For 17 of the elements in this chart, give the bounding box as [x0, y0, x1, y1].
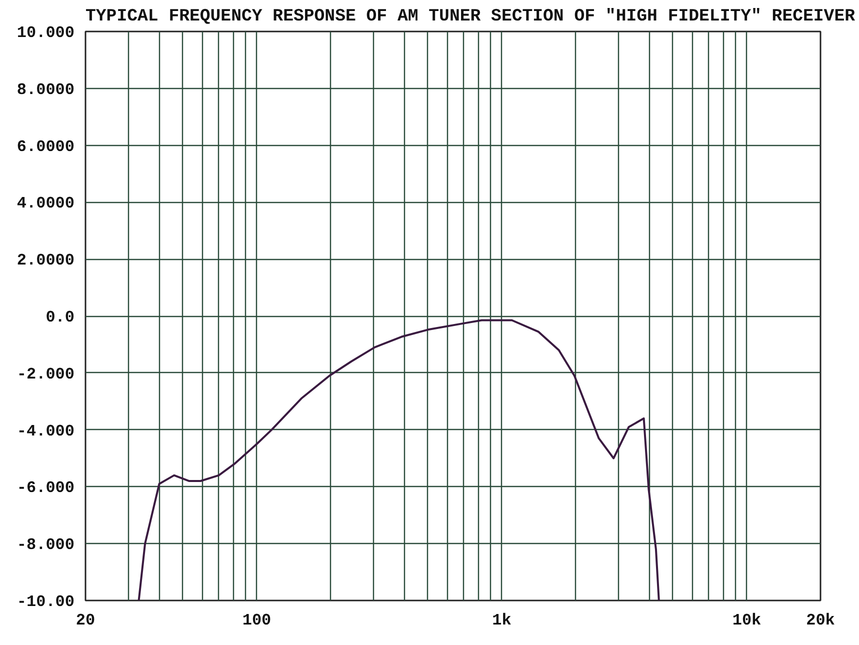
x-tick-label: 20	[76, 612, 96, 630]
x-tick-label: 20k	[806, 612, 836, 630]
y-tick-label: -4.000	[16, 422, 74, 440]
y-tick-label: -10.00	[16, 593, 74, 611]
x-tick-label: 100	[242, 612, 272, 630]
x-tick-label: 1k	[492, 612, 512, 630]
y-tick-label: 0.0	[46, 308, 75, 326]
y-tick-label: 6.0000	[16, 138, 74, 156]
y-tick-label: -6.000	[16, 479, 74, 498]
y-tick-label: -2.000	[16, 365, 74, 384]
chart-title: TYPICAL FREQUENCY RESPONSE OF AM TUNER SECTION OF "HIGH FIDELITY" RECEIVER	[86, 8, 856, 26]
y-tick-label: -8.000	[16, 536, 74, 554]
y-tick-label: 2.0000	[16, 252, 74, 270]
x-tick-label: 10k	[732, 612, 762, 630]
y-tick-label: 10.000	[16, 24, 74, 42]
y-tick-label: 4.0000	[16, 194, 74, 213]
y-tick-label: 8.0000	[16, 80, 74, 99]
